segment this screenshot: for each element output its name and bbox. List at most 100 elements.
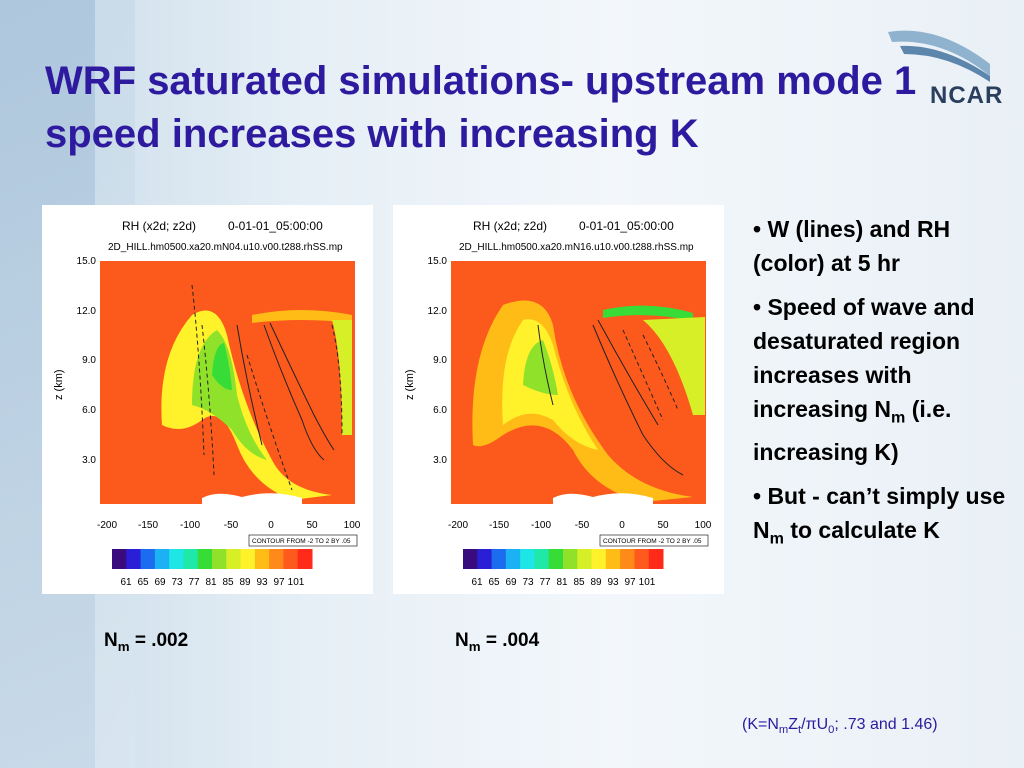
contour-note: CONTOUR FROM -2 TO 2 BY .05	[252, 538, 351, 545]
plot-header-right: 0-01-01_05:00:00	[228, 219, 323, 233]
caption-symbol: N	[104, 630, 118, 651]
y-tick-label: 6.0	[82, 405, 96, 416]
colorbar-label: 81	[205, 577, 217, 588]
rh-band-upper	[603, 305, 693, 321]
y-axis-label: z (km)	[404, 369, 416, 400]
x-tick-label: -200	[448, 520, 468, 531]
bullet-tail: to calculate K	[783, 516, 940, 543]
colorbar-swatch	[212, 549, 227, 569]
colorbar-label: 85	[222, 577, 234, 588]
colorbar-swatch	[169, 549, 184, 569]
colorbar-label: 65	[488, 577, 500, 588]
caption-subscript: m	[468, 638, 481, 654]
caption-value: = .002	[129, 630, 189, 651]
terrain	[202, 493, 302, 504]
formula-part: ; .73 and 1.46)	[834, 716, 938, 733]
colorbar-swatch	[605, 549, 621, 569]
colorbar-label: 85	[573, 577, 585, 588]
colorbar-swatch	[197, 549, 213, 569]
colorbar-swatch	[520, 549, 535, 569]
contour-note: CONTOUR FROM -2 TO 2 BY .05	[603, 538, 702, 545]
colorbar-swatch	[548, 549, 564, 569]
caption-subscript: m	[117, 638, 130, 654]
y-tick-label: 3.0	[82, 455, 96, 466]
x-tick-label: 50	[657, 520, 669, 531]
caption-symbol: N	[455, 630, 469, 651]
bullet-text: • But - can’t simply use N	[753, 482, 1006, 543]
colorbar-swatch	[297, 549, 313, 569]
x-tick-label: -100	[531, 520, 551, 531]
colorbar-swatch	[534, 549, 550, 569]
colorbar-swatch	[505, 549, 521, 569]
rh-band-upper	[252, 310, 352, 323]
colorbar-swatch	[463, 549, 478, 569]
plot-header-file: 2D_HILL.hm0500.xa20.mN04.u10.v00.t288.rh…	[108, 242, 343, 253]
y-tick-label: 9.0	[433, 355, 447, 366]
colorbar-labels: 61 65 69 73 77 81 85 89 93 97 101	[471, 577, 655, 588]
y-tick-label: 15.0	[77, 256, 97, 267]
colorbar-swatch	[491, 549, 507, 569]
colorbar-label: 89	[239, 577, 251, 588]
colorbar	[112, 549, 313, 569]
x-tick-label: -50	[224, 520, 239, 531]
colorbar-label: 61	[120, 577, 132, 588]
w-contours	[191, 284, 343, 491]
colorbar-swatch	[634, 549, 650, 569]
colorbar-label: 93	[256, 577, 268, 588]
y-tick-label: 9.0	[82, 355, 96, 366]
y-tick-labels: 15.0 12.0 9.0 6.0 3.0	[77, 256, 97, 466]
caption-nm-002: Nm = .002	[104, 630, 188, 654]
logo-swoosh-icon	[888, 30, 990, 82]
bullet-item: • Speed of wave and desaturated region i…	[753, 290, 1015, 469]
colorbar-label: 97	[624, 577, 636, 588]
colorbar-swatch	[620, 549, 635, 569]
bullet-item: • But - can’t simply use Nm to calculate…	[753, 479, 1015, 556]
bullet-list: • W (lines) and RH (color) at 5 hr • Spe…	[753, 212, 1015, 565]
x-tick-labels: -200 -150 -100 -50 0 50 100	[448, 520, 712, 531]
colorbar-label: 77	[539, 577, 551, 588]
colorbar-label: 93	[607, 577, 619, 588]
plot-header-right: 0-01-01_05:00:00	[579, 219, 674, 233]
colorbar-label: 73	[171, 577, 183, 588]
rh-plot-nm-004: RH (x2d; z2d) 0-01-01_05:00:00 2D_HILL.h…	[393, 205, 724, 594]
x-tick-labels: -200 -150 -100 -50 0 50 100	[97, 520, 361, 531]
colorbar-label: 65	[137, 577, 149, 588]
x-tick-label: 50	[306, 520, 318, 531]
colorbar-label: 97	[273, 577, 285, 588]
colorbar	[463, 549, 664, 569]
rh-region-green	[523, 340, 558, 395]
bullet-tail: (i.e. increasing K)	[753, 396, 952, 465]
colorbar-label: 89	[590, 577, 602, 588]
colorbar-label: 101	[288, 577, 305, 588]
plot-header-left: RH (x2d; z2d)	[122, 219, 196, 233]
contour-note-box	[599, 534, 709, 547]
y-tick-label: 15.0	[428, 256, 448, 267]
colorbar-swatch	[563, 549, 578, 569]
bullet-item: • W (lines) and RH (color) at 5 hr	[753, 212, 1015, 280]
y-tick-label: 12.0	[77, 306, 97, 317]
colorbar-swatch	[283, 549, 299, 569]
bullet-text: • W (lines) and RH (color) at 5 hr	[753, 216, 951, 276]
bullet-subscript: m	[891, 408, 906, 427]
x-tick-label: -100	[180, 520, 200, 531]
x-tick-label: 0	[619, 520, 625, 531]
colorbar-label: 61	[471, 577, 483, 588]
bullet-text: • Speed of wave and desaturated region i…	[753, 294, 975, 422]
formula-sub: 0	[828, 724, 835, 737]
rh-region-core	[212, 343, 232, 390]
caption-nm-004: Nm = .004	[455, 630, 539, 654]
y-tick-label: 3.0	[433, 455, 447, 466]
colorbar-swatch	[577, 549, 593, 569]
colorbar-swatch	[269, 549, 284, 569]
y-tick-labels: 15.0 12.0 9.0 6.0 3.0	[428, 256, 448, 466]
colorbar-label: 69	[505, 577, 517, 588]
colorbar-swatch	[112, 549, 127, 569]
colorbar-swatch	[126, 549, 142, 569]
ncar-logo: NCAR	[878, 24, 1002, 114]
colorbar-label: 73	[522, 577, 534, 588]
colorbar-labels: 61 65 69 73 77 81 85 89 93 97 101	[120, 577, 304, 588]
x-tick-label: -150	[138, 520, 158, 531]
rh-region-green	[192, 330, 267, 460]
colorbar-swatch	[154, 549, 170, 569]
x-tick-label: -50	[575, 520, 590, 531]
